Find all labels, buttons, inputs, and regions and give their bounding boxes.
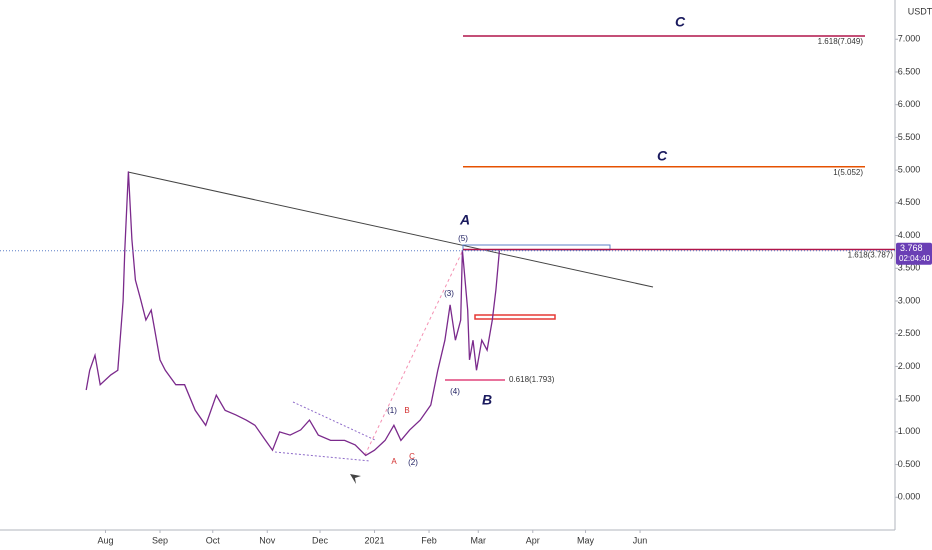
y-tick-label: 2.000 (898, 361, 921, 371)
y-tick-label: 6.000 (898, 99, 921, 109)
y-tick-label: 3.000 (898, 295, 921, 305)
wave-label: B (482, 392, 492, 408)
y-tick-label: 1.500 (898, 394, 921, 404)
y-tick-label: 0.500 (898, 459, 921, 469)
wave-label: (2) (408, 458, 418, 467)
wave-label: (3) (444, 289, 454, 298)
y-tick-label: 0.000 (898, 492, 921, 502)
x-tick-label: Feb (421, 535, 437, 545)
y-tick-label: 2.500 (898, 328, 921, 338)
y-tick-label: 5.000 (898, 164, 921, 174)
zone-box (474, 314, 556, 320)
wave-label: (5) (458, 234, 468, 243)
fib-level-label: 1.618(3.787) (848, 251, 894, 260)
y-tick-label: 3.500 (898, 263, 921, 273)
x-tick-label: Mar (471, 535, 487, 545)
wave-label: B (404, 406, 409, 415)
wave-label: C (409, 452, 415, 461)
wave-label: A (391, 457, 397, 466)
y-tick-label: 1.000 (898, 426, 921, 436)
wedge-line (292, 401, 376, 441)
trend-line (127, 171, 654, 288)
price-line (85, 171, 501, 457)
y-tick-label: 6.500 (898, 66, 921, 76)
wave-label: (4) (450, 387, 460, 396)
fib-level-label: 0.618(1.793) (509, 375, 555, 384)
y-tick-label: 4.000 (898, 230, 921, 240)
x-tick-label: 2021 (365, 535, 385, 545)
currency-label: USDT (908, 6, 932, 16)
y-tick-label: 4.500 (898, 197, 921, 207)
x-tick-label: Nov (259, 535, 276, 545)
wave-label: C (675, 14, 686, 30)
y-tick-label: 5.500 (898, 132, 921, 142)
price-tag-value: 3.768 (900, 243, 923, 253)
wave-label: (1) (387, 406, 397, 415)
fib-level-label: 1.618(7.049) (818, 37, 864, 46)
wave-label: A (459, 212, 470, 228)
fib-level-label: 1(5.052) (833, 168, 863, 177)
y-tick-label: 7.000 (898, 34, 921, 44)
x-tick-label: Oct (206, 535, 221, 545)
wave-label: C (657, 148, 668, 164)
x-tick-label: Jun (633, 535, 648, 545)
x-tick-label: Dec (312, 535, 329, 545)
x-tick-label: Sep (152, 535, 168, 545)
price-tag (896, 242, 932, 265)
price-tag-countdown: 02:04:40 (899, 254, 931, 263)
x-tick-label: Aug (97, 535, 113, 545)
wave-link (364, 249, 464, 456)
x-tick-label: May (577, 535, 595, 545)
arrow-marker (350, 474, 361, 484)
x-tick-label: Apr (526, 535, 540, 545)
